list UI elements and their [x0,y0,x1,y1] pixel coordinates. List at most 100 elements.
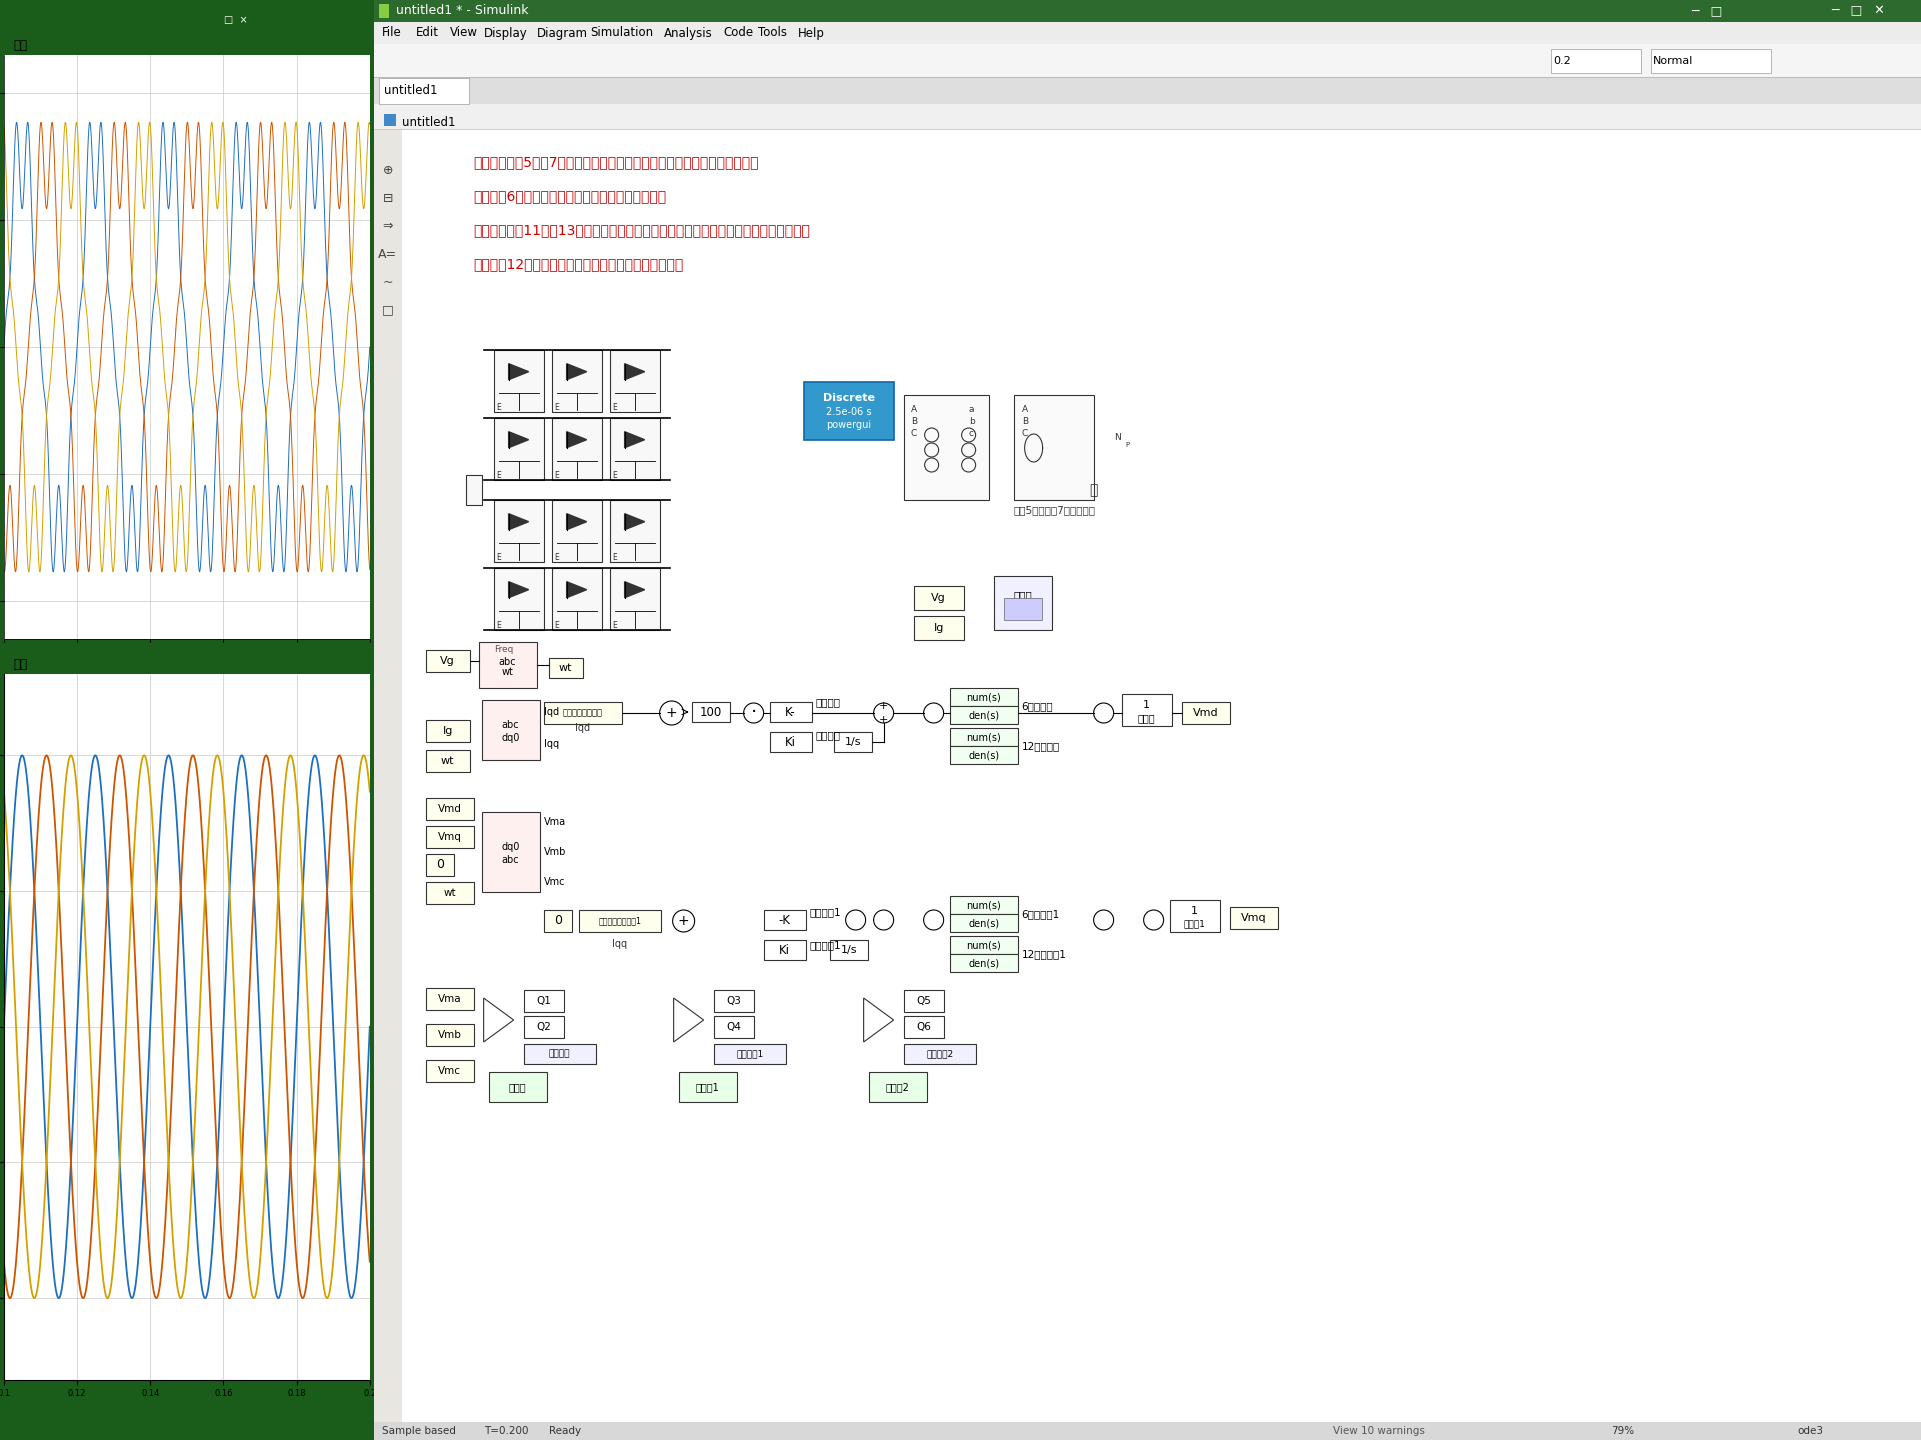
Text: Iqd: Iqd [544,707,559,717]
Text: 有功电流参考幅值: 有功电流参考幅值 [563,708,603,717]
Text: 比例系数: 比例系数 [816,697,841,707]
Text: 6次谐振项: 6次谐振项 [1022,701,1053,711]
Bar [914,586,964,611]
Text: E: E [555,621,559,629]
Bar [373,1423,1921,1440]
Polygon shape [567,514,586,530]
Bar [378,78,469,104]
Bar [482,812,540,891]
Text: +: + [880,701,888,711]
Bar [609,418,659,480]
Bar [426,750,469,772]
Text: 三角波2: 三角波2 [886,1081,909,1092]
Text: num(s): num(s) [966,900,1001,910]
Text: Discrete: Discrete [822,393,874,403]
Polygon shape [509,582,528,598]
Text: Q2: Q2 [536,1022,551,1032]
Bar [949,706,1018,724]
Bar [830,940,868,960]
Bar [949,936,1018,953]
Bar [903,395,989,500]
Bar [465,475,482,505]
Text: C: C [1022,429,1028,439]
Text: ⏚: ⏚ [1089,482,1097,497]
Bar [373,130,401,1440]
Text: Freq: Freq [494,645,513,655]
Text: Edit: Edit [415,26,438,39]
Text: 12次谐振项: 12次谐振项 [1022,742,1060,752]
Bar [1170,900,1220,932]
Polygon shape [624,364,645,380]
Bar [678,1071,736,1102]
Text: dq0: dq0 [501,842,521,852]
Text: 三角波1: 三角波1 [695,1081,720,1092]
Text: +: + [667,706,678,720]
Text: Vma: Vma [438,994,461,1004]
Polygon shape [484,998,513,1043]
Text: E: E [555,403,559,412]
Text: untitled1: untitled1 [384,85,438,98]
Bar [494,350,544,412]
Bar [1181,701,1229,724]
Bar [373,45,1921,78]
Text: A=: A= [378,248,398,261]
Text: E: E [613,403,617,412]
Text: 电网电压含有5次和7次谐波，并网电流波形质量良好，电网背景谐波被抑制: 电网电压含有5次和7次谐波，并网电流波形质量良好，电网背景谐波被抑制 [474,156,759,168]
Text: N: N [1114,433,1120,442]
Bar [551,567,601,631]
Text: Vmc: Vmc [544,877,565,887]
Bar [765,940,805,960]
Text: c: c [968,429,974,439]
Text: Vmd: Vmd [1193,708,1218,719]
Bar [544,910,572,932]
Bar [551,500,601,562]
Text: den(s): den(s) [968,919,999,927]
Bar [373,78,1921,104]
Text: untitled1 * - Simulink: untitled1 * - Simulink [396,4,528,17]
Text: den(s): den(s) [968,750,999,760]
Text: 1: 1 [1191,906,1199,916]
Text: -K: -K [778,913,791,926]
Text: 0: 0 [553,914,561,927]
Text: 0.2: 0.2 [1552,56,1571,66]
Text: A: A [1022,406,1028,415]
Polygon shape [624,432,645,448]
Text: Iqq: Iqq [613,939,626,949]
Text: 1: 1 [1143,700,1151,710]
Bar [373,104,1921,130]
Text: Q6: Q6 [916,1022,932,1032]
Bar [401,130,1921,1423]
Bar [903,1044,976,1064]
Bar [524,1044,596,1064]
Text: den(s): den(s) [968,710,999,720]
Text: View 10 warnings: View 10 warnings [1333,1426,1425,1436]
Text: E: E [498,553,501,562]
Bar [803,382,893,441]
Text: Diagram: Diagram [538,26,588,39]
Text: 比例系数1: 比例系数1 [809,907,841,917]
Text: wt: wt [442,756,455,766]
Bar [578,910,661,932]
Polygon shape [509,364,528,380]
Bar [949,729,1018,746]
Bar [426,649,469,672]
Bar [713,991,753,1012]
Bar [1650,49,1771,73]
Text: ⇒: ⇒ [382,219,394,232]
Bar [524,991,563,1012]
Bar [692,701,730,721]
Text: Iqd: Iqd [574,723,590,733]
Bar [426,1024,474,1045]
Text: 示波器: 示波器 [1012,590,1032,600]
Text: ~: ~ [382,275,394,288]
Text: 1/s: 1/s [839,945,857,955]
Text: 三角波: 三角波 [509,1081,526,1092]
Text: Help: Help [797,26,824,39]
Text: 若未引入12次谐振项，显然，并网电流波形质量较差。: 若未引入12次谐振项，显然，并网电流波形质量较差。 [474,256,684,271]
Text: abc: abc [501,855,519,865]
Bar [609,500,659,562]
Text: 阶延时1: 阶延时1 [1183,920,1206,929]
Text: Q5: Q5 [916,996,932,1007]
Text: 2.5e-06 s: 2.5e-06 s [826,408,872,418]
Bar [482,700,540,760]
